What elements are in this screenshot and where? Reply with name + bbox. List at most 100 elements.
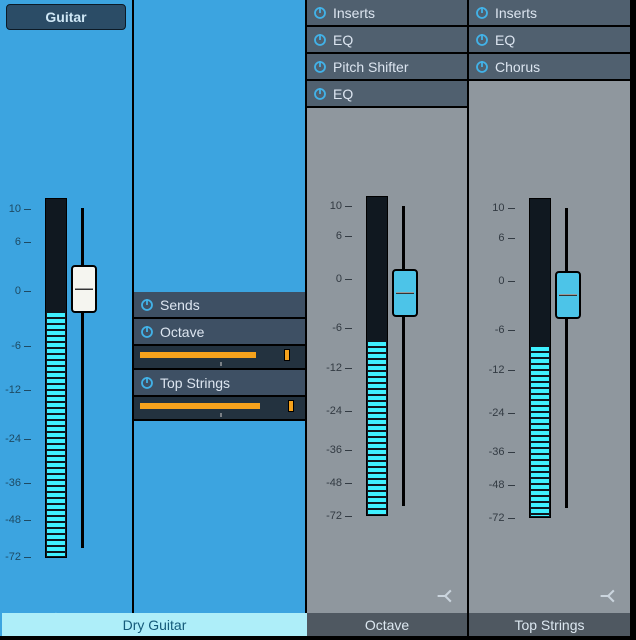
power-icon <box>140 298 154 312</box>
scale-label: 10 <box>492 202 504 214</box>
power-icon[interactable] <box>475 60 489 74</box>
insert-slot[interactable]: Chorus <box>469 54 630 81</box>
power-icon <box>475 6 489 20</box>
spacer <box>307 108 467 196</box>
inserts-header-slot[interactable]: Inserts <box>307 0 467 27</box>
scale-tick <box>345 411 352 412</box>
scale-tick <box>508 330 515 331</box>
track-top-strings: Inserts EQ Chorus 1060-6-12-24-36-48-72 T… <box>469 0 632 636</box>
scale-tick <box>345 450 352 451</box>
insert-slot[interactable]: EQ <box>469 27 630 54</box>
send-slot[interactable]: Octave <box>134 319 305 346</box>
level-meter <box>366 196 388 516</box>
scale-tick <box>24 242 31 243</box>
scale-label: 6 <box>498 232 504 244</box>
track-footer <box>469 571 630 613</box>
fader-knob-line <box>559 294 577 296</box>
power-icon <box>313 6 327 20</box>
scale-tick <box>508 413 515 414</box>
scale-tick <box>508 238 515 239</box>
send-level-marker[interactable] <box>284 349 290 361</box>
spacer <box>469 81 630 198</box>
fader-area: 1060-6-12-24-36-48-72 <box>0 198 132 594</box>
track-name-label[interactable]: Top Strings <box>469 613 630 636</box>
sends-header-label: Sends <box>160 297 200 313</box>
scale-label: -36 <box>5 477 21 489</box>
fader-track <box>402 206 405 506</box>
scale-label: 6 <box>15 236 21 248</box>
scale-label: -6 <box>495 324 505 336</box>
power-icon[interactable] <box>140 376 154 390</box>
scale-tick <box>345 483 352 484</box>
scale-label: 10 <box>9 203 21 215</box>
track-name-button[interactable]: Guitar <box>6 4 126 30</box>
scale-label: 6 <box>336 230 342 242</box>
send-center-tick <box>220 413 222 417</box>
output-routing-icon[interactable] <box>437 587 455 605</box>
send-level-bar[interactable] <box>134 346 305 370</box>
scale-label: -24 <box>489 407 505 419</box>
scale-tick <box>508 208 515 209</box>
scale-label: -12 <box>489 364 505 376</box>
insert-slot[interactable]: EQ <box>307 27 467 54</box>
scale-tick <box>24 390 31 391</box>
scale-label: -72 <box>5 551 21 563</box>
send-level-fill <box>140 352 256 358</box>
scale-tick <box>508 485 515 486</box>
scale-label: 10 <box>330 200 342 212</box>
meter-level-fill <box>47 313 65 556</box>
spacer <box>0 30 132 198</box>
sends-header-slot[interactable]: Sends <box>134 292 305 319</box>
level-meter <box>45 198 67 558</box>
fader-knob-line <box>396 292 414 294</box>
scale-label: -24 <box>326 405 342 417</box>
scale-tick <box>508 452 515 453</box>
meter-block: 1060-6-12-24-36-48-72 <box>21 198 111 568</box>
spacer <box>134 0 305 292</box>
scale-label: -72 <box>489 512 505 524</box>
track-footer <box>307 571 467 613</box>
fader-track <box>565 208 568 508</box>
track-group-label[interactable]: Dry Guitar <box>2 613 307 636</box>
insert-label: Chorus <box>495 59 540 75</box>
scale-label: -48 <box>326 477 342 489</box>
fader-knob[interactable] <box>555 271 581 319</box>
power-icon[interactable] <box>140 325 154 339</box>
scale-tick <box>508 370 515 371</box>
scale-label: 0 <box>498 275 504 287</box>
scale-tick <box>24 557 31 558</box>
scale-label: -12 <box>326 362 342 374</box>
fader-area: 1060-6-12-24-36-48-72 <box>469 198 630 571</box>
insert-slot[interactable]: EQ <box>307 81 467 108</box>
fader-knob[interactable] <box>392 269 418 317</box>
send-level-marker[interactable] <box>288 400 294 412</box>
output-routing-icon[interactable] <box>600 587 618 605</box>
scale-label: -72 <box>326 510 342 522</box>
power-icon[interactable] <box>475 33 489 47</box>
power-icon[interactable] <box>313 33 327 47</box>
send-slot[interactable]: Top Strings <box>134 370 305 397</box>
flex-spacer <box>134 421 305 636</box>
scale-label: 0 <box>15 285 21 297</box>
track-name-label[interactable]: Octave <box>307 613 467 636</box>
scale-tick <box>24 346 31 347</box>
send-label: Octave <box>160 324 204 340</box>
meter-block: 1060-6-12-24-36-48-72 <box>505 198 595 528</box>
send-level-bar[interactable] <box>134 397 305 421</box>
insert-label: EQ <box>333 86 353 102</box>
scale-tick <box>24 483 31 484</box>
inserts-header-slot[interactable]: Inserts <box>469 0 630 27</box>
meter-level-fill <box>531 347 549 516</box>
scale-tick <box>345 206 352 207</box>
insert-label: EQ <box>333 32 353 48</box>
scale-label: -12 <box>5 384 21 396</box>
scale-tick <box>345 516 352 517</box>
power-icon[interactable] <box>313 60 327 74</box>
fader-knob[interactable] <box>71 265 97 313</box>
insert-slot[interactable]: Pitch Shifter <box>307 54 467 81</box>
fader-knob-line <box>75 288 93 290</box>
fader-area: 1060-6-12-24-36-48-72 <box>307 196 467 571</box>
scale-label: -36 <box>489 446 505 458</box>
scale-tick <box>345 236 352 237</box>
power-icon[interactable] <box>313 87 327 101</box>
